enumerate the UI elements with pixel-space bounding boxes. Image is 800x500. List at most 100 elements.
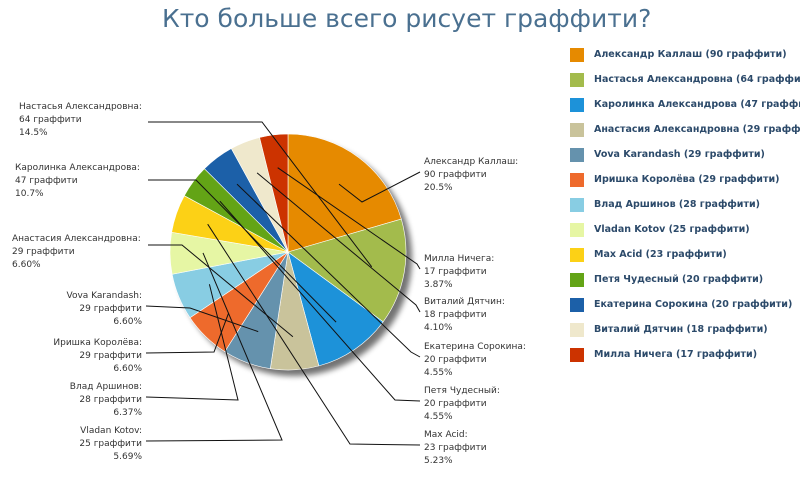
legend-item[interactable]: Анастасия Александровна (29 граффити)	[568, 123, 800, 139]
legend-label: Анастасия Александровна (29 граффити)	[594, 124, 800, 135]
legend-label: Vova Karandash (29 граффити)	[594, 149, 765, 160]
legend-swatch	[570, 348, 584, 362]
slice-label-line: 14.5%	[19, 128, 48, 138]
legend-item[interactable]: Петя Чудесный (20 граффити)	[568, 273, 800, 289]
slice-label-line: 6.60%	[113, 317, 142, 327]
slice-label-line: 29 граффити	[79, 304, 142, 314]
legend-item[interactable]: Влад Аршинов (28 граффити)	[568, 198, 800, 214]
leader-line	[207, 223, 421, 446]
slice-label-line: 29 граффити	[79, 351, 142, 361]
legend: Александр Каллаш (90 граффити) Настасья А…	[568, 48, 800, 378]
slice-label: Александр Каллаш: 90 граффити 20.5%	[424, 157, 518, 193]
leader-line	[219, 200, 421, 402]
slice-label: Каролинка Александрова: 47 граффити 10.7%	[15, 163, 140, 199]
slice-label-line: 64 граффити	[19, 115, 82, 125]
leader-line	[277, 167, 421, 270]
legend-item[interactable]: Екатерина Сорокина (20 граффити)	[568, 298, 800, 314]
legend-label: Каролинка Александрова (47 граффити)	[594, 99, 800, 110]
pie-slice[interactable]	[287, 218, 407, 323]
legend-item[interactable]: Александр Каллаш (90 граффити)	[568, 48, 800, 64]
legend-swatch	[570, 148, 584, 162]
legend-label: Милла Ничега (17 граффити)	[594, 349, 758, 360]
legend-swatch	[570, 198, 584, 212]
slice-label: Настасья Александровна: 64 граффити 14.5%	[19, 102, 142, 138]
legend-swatch	[570, 73, 584, 87]
slice-label-line: 5.23%	[424, 456, 453, 466]
slice-label-line: 4.10%	[424, 323, 453, 333]
slice-label-line: Петя Чудесный:	[424, 386, 500, 396]
legend-item[interactable]: Иришка Королёва (29 граффити)	[568, 173, 800, 189]
slice-label: Vladan Kotov: 25 граффити 5.69%	[79, 426, 142, 462]
leader-line	[148, 121, 373, 268]
slice-label-line: 18 граффити	[424, 310, 487, 320]
slice-label-line: 4.55%	[424, 412, 453, 422]
slice-label-line: Иришка Королёва:	[53, 338, 142, 348]
legend-label: Петя Чудесный (20 граффити)	[594, 274, 764, 285]
chart-title-text: Кто больше всего рисует граффити?	[162, 4, 652, 33]
slice-labels: Александр Каллаш: 90 граффити 20.5% Настась…	[12, 102, 526, 466]
slice-label: Анастасия Александровна: 29 граффити 6.60%	[12, 234, 141, 270]
legend-swatch	[570, 323, 584, 337]
leader-line	[338, 171, 421, 203]
slice-label-line: 20.5%	[424, 183, 453, 193]
slice-label-line: 23 граффити	[424, 443, 487, 453]
slice-label-line: Александр Каллаш:	[424, 157, 518, 167]
legend-label: Александр Каллаш (90 граффити)	[594, 49, 787, 60]
legend-item[interactable]: Каролинка Александрова (47 граффити)	[568, 98, 800, 114]
slice-label-line: 6.60%	[12, 260, 41, 270]
leader-line	[145, 284, 239, 401]
legend-label: Max Acid (23 граффити)	[594, 249, 727, 260]
legend-swatch	[570, 273, 584, 287]
slice-label-line: 10.7%	[15, 189, 44, 199]
slice-label: Милла Ничега: 17 граффити 3.87%	[424, 254, 494, 290]
slice-label-line: Анастасия Александровна:	[12, 234, 141, 244]
slice-label-line: Милла Ничега:	[424, 254, 494, 264]
slice-label-line: Екатерина Сорокина:	[424, 342, 526, 352]
legend-label: Виталий Дятчин (18 граффити)	[594, 324, 768, 335]
slice-label-line: 4.55%	[424, 368, 453, 378]
slice-label-line: Max Acid:	[424, 430, 468, 440]
slice-label-line: 25 граффити	[79, 439, 142, 449]
slice-label: Влад Аршинов: 28 граффити 6.37%	[70, 382, 143, 418]
slice-label-line: 29 граффити	[12, 247, 75, 257]
slice-label-line: Каролинка Александрова:	[15, 163, 140, 173]
slice-label-line: Vova Karandash:	[67, 291, 143, 301]
legend-swatch	[570, 48, 584, 62]
slice-label: Петя Чудесный: 20 граффити 4.55%	[424, 386, 500, 422]
legend-label: Влад Аршинов (28 граффити)	[594, 199, 760, 210]
slice-label-line: 6.60%	[113, 364, 142, 374]
leader-line	[145, 305, 259, 333]
slice-label: Виталий Дятчин: 18 граффити 4.10%	[424, 297, 505, 333]
slice-label-line: Виталий Дятчин:	[424, 297, 505, 307]
legend-label: Иришка Королёва (29 граффити)	[594, 174, 780, 185]
legend-label: Vladan Kotov (25 граффити)	[594, 224, 750, 235]
legend-item[interactable]: Милла Ничега (17 граффити)	[568, 348, 800, 364]
legend-item[interactable]: Max Acid (23 граффити)	[568, 248, 800, 264]
slice-label-line: Vladan Kotov:	[80, 426, 142, 436]
slice-label-line: Настасья Александровна:	[19, 102, 142, 112]
pie-slice[interactable]	[287, 251, 384, 367]
legend-item[interactable]: Vladan Kotov (25 граффити)	[568, 223, 800, 239]
legend-swatch	[570, 298, 584, 312]
leader-line	[148, 179, 337, 323]
slice-label-line: 6.37%	[113, 408, 142, 418]
legend-swatch	[570, 223, 584, 237]
slice-label-line: 3.87%	[424, 280, 453, 290]
legend-item[interactable]: Vova Karandash (29 граффити)	[568, 148, 800, 164]
slice-label: Иришка Королёва: 29 граффити 6.60%	[53, 338, 142, 374]
slice-label-line: 17 граффити	[424, 267, 487, 277]
legend-item[interactable]: Виталий Дятчин (18 граффити)	[568, 323, 800, 339]
leader-line	[236, 183, 421, 358]
slice-label-line: 20 граффити	[424, 355, 487, 365]
slice-label-line: Влад Аршинов:	[70, 382, 142, 392]
legend-item[interactable]: Настасья Александровна (64 граффити)	[568, 73, 800, 89]
slice-label-line: 90 граффити	[424, 170, 487, 180]
legend-swatch	[570, 98, 584, 112]
pie-slice[interactable]	[259, 133, 289, 253]
slice-label-line: 28 граффити	[79, 395, 142, 405]
leader-line	[148, 244, 294, 338]
slice-label: Екатерина Сорокина: 20 граффити 4.55%	[424, 342, 526, 378]
slice-label: Max Acid: 23 граффити 5.23%	[424, 430, 487, 466]
pie-slices	[169, 133, 407, 371]
leader-line	[145, 252, 283, 442]
